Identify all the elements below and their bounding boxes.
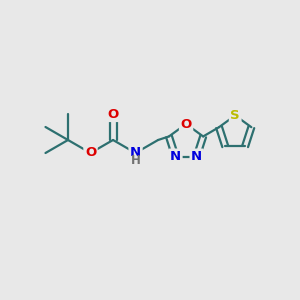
Text: H: H <box>130 154 140 167</box>
Text: N: N <box>191 150 202 163</box>
Text: O: O <box>107 107 119 121</box>
Text: O: O <box>85 146 96 160</box>
Text: N: N <box>130 146 141 160</box>
Text: S: S <box>230 109 240 122</box>
Text: N: N <box>170 150 181 163</box>
Text: O: O <box>180 118 192 130</box>
